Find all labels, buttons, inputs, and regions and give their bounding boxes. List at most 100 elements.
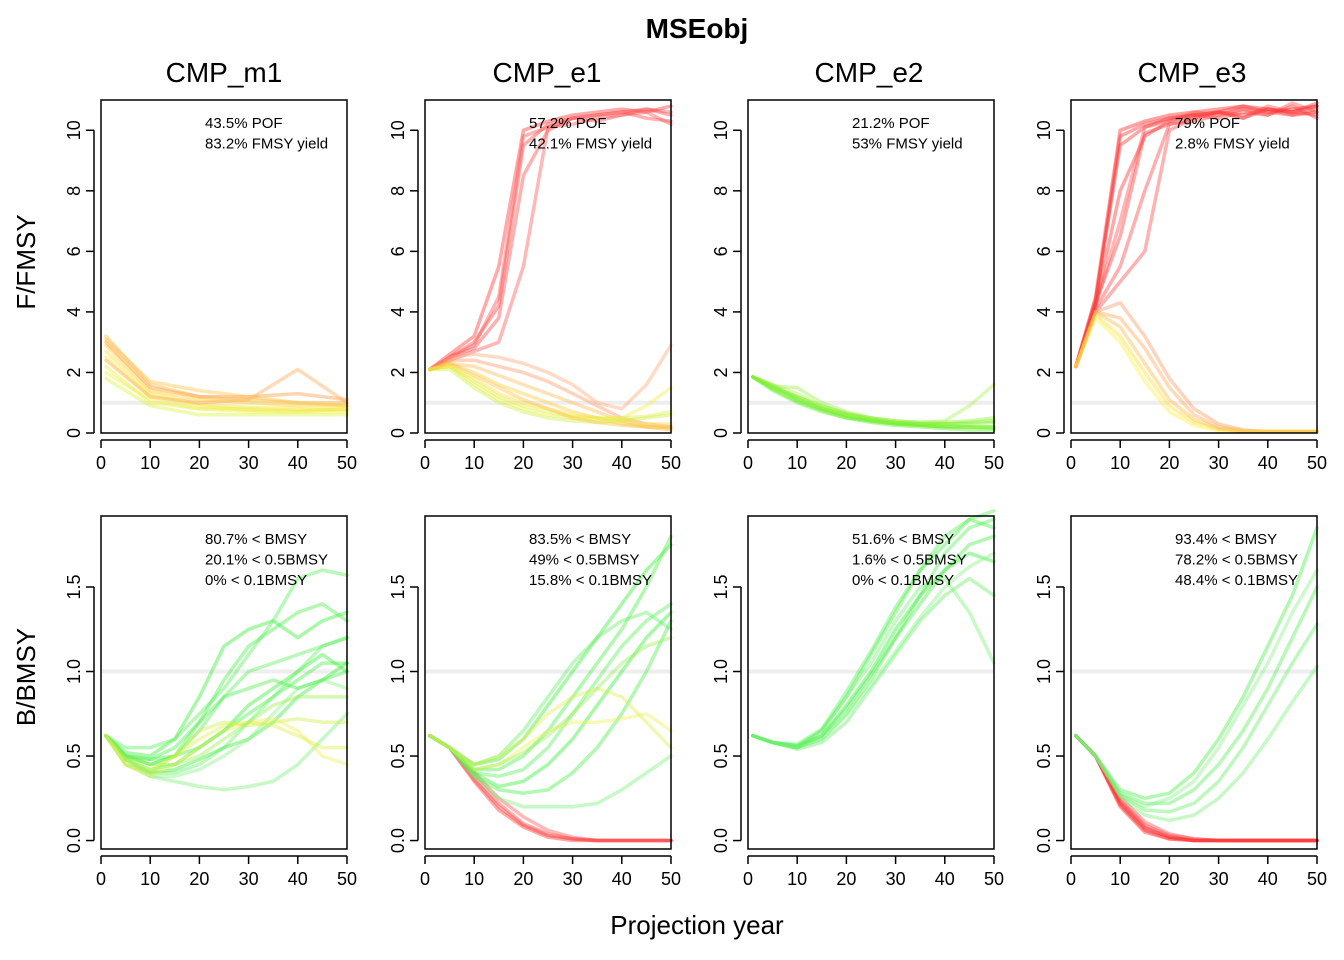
- x-tick-label: 50: [337, 869, 357, 889]
- annotation-text: 2.8% FMSY yield: [1175, 136, 1290, 153]
- y-tick-label: 0.5: [388, 744, 408, 769]
- x-tick-label: 0: [743, 869, 753, 889]
- x-tick-label: 20: [1159, 453, 1179, 473]
- series-line: [751, 517, 996, 750]
- x-tick-label: 50: [661, 869, 681, 889]
- x-tick-label: 30: [563, 869, 583, 889]
- y-tick-label: 0.0: [64, 828, 84, 853]
- y-tick-label: 0: [388, 428, 408, 438]
- x-tick-label: 20: [513, 453, 533, 473]
- plot-frame: [747, 515, 995, 850]
- x-tick-label: 10: [140, 453, 160, 473]
- y-tick-label: 1.5: [388, 574, 408, 599]
- annotation-text: 53% FMSY yield: [852, 136, 963, 153]
- annotation-text: 78.2% < 0.5BMSY: [1175, 552, 1298, 569]
- x-tick-label: 40: [612, 869, 632, 889]
- y-tick-label: 1.0: [711, 659, 731, 684]
- y-tick-label: 4: [388, 307, 408, 317]
- y-tick-label: 0: [1034, 428, 1054, 438]
- y-tick-label: 8: [711, 186, 731, 196]
- series-line: [428, 104, 673, 372]
- annotation-text: 57.2% POF: [529, 115, 607, 132]
- y-tick-label: 0.0: [711, 828, 731, 853]
- annotation-text: 80.7% < BMSY: [205, 531, 307, 548]
- series-line: [1074, 101, 1319, 369]
- series-line: [751, 375, 996, 425]
- y-tick-label: 1.5: [1034, 574, 1054, 599]
- series-line: [751, 576, 996, 752]
- x-tick-label: 30: [563, 453, 583, 473]
- series-line: [428, 602, 673, 779]
- y-tick-label: 6: [1034, 246, 1054, 256]
- x-tick-label: 50: [1307, 869, 1327, 889]
- series-line: [104, 334, 349, 405]
- y-tick-label: 10: [1034, 120, 1054, 140]
- x-tick-label: 40: [288, 869, 308, 889]
- series-line: [1074, 733, 1319, 843]
- x-tick-label: 0: [96, 453, 106, 473]
- series-line: [1074, 310, 1319, 434]
- series-line: [428, 712, 673, 772]
- series-line: [104, 340, 349, 402]
- series-line: [751, 375, 996, 426]
- series-line: [428, 364, 673, 422]
- x-tick-label: 20: [1159, 869, 1179, 889]
- x-tick-label: 40: [935, 453, 955, 473]
- series-line: [1074, 101, 1319, 369]
- panel-f-3: 0 10 20 30 40 50 0 2 4 6 8 10 21.2% POF 53% FMSY yiel…: [711, 99, 1004, 473]
- plot-frame: [747, 99, 995, 434]
- plot-frame: [100, 99, 348, 434]
- series-line: [428, 610, 673, 789]
- y-tick-label: 0.5: [1034, 744, 1054, 769]
- series-line: [1074, 104, 1319, 369]
- plot-frame: [424, 515, 672, 850]
- series-line: [104, 720, 349, 772]
- series-line: [751, 509, 996, 746]
- x-axis-label: Projection year: [610, 910, 784, 940]
- x-tick-label: 40: [935, 869, 955, 889]
- series-line: [1074, 316, 1319, 434]
- x-tick-label: 0: [743, 453, 753, 473]
- series-line: [428, 686, 673, 767]
- x-tick-label: 40: [612, 453, 632, 473]
- x-tick-label: 40: [288, 453, 308, 473]
- x-tick-label: 20: [513, 869, 533, 889]
- series-line: [428, 107, 673, 372]
- series-line: [1074, 107, 1319, 369]
- series-line: [104, 712, 349, 792]
- series-line: [751, 551, 996, 748]
- x-tick-label: 30: [1209, 869, 1229, 889]
- series-line: [428, 364, 673, 420]
- row-label-f-fmsy: F/FMSY: [11, 214, 41, 309]
- annotation-text: 51.6% < BMSY: [852, 531, 954, 548]
- annotation-text: 79% POF: [1175, 115, 1240, 132]
- panel-b-4: 0 10 20 30 40 50 0.0 0.5 1.0 1.5 93.4% < BMSY 78.2%…: [1034, 515, 1327, 889]
- y-tick-label: 0.5: [711, 744, 731, 769]
- series-line: [428, 542, 673, 767]
- series-line: [1074, 526, 1319, 801]
- y-tick-label: 10: [711, 120, 731, 140]
- panel-b-2: 0 10 20 30 40 50 0.0 0.5 1.0 1.5 83.5% < BMSY 49% <…: [388, 515, 681, 889]
- panel-b-3: 0 10 20 30 40 50 0.0 0.5 1.0 1.5 51.6% < BMSY 1.6% …: [711, 509, 1004, 889]
- series-line: [104, 717, 349, 775]
- series-line: [751, 375, 996, 429]
- series-line: [1074, 310, 1319, 434]
- series-line: [104, 568, 349, 750]
- plot-frame: [1070, 515, 1318, 850]
- series-line: [751, 375, 996, 432]
- y-tick-label: 1.0: [1034, 659, 1054, 684]
- x-tick-label: 10: [787, 453, 807, 473]
- y-tick-label: 4: [64, 307, 84, 317]
- annotation-text: 21.2% POF: [852, 115, 930, 132]
- series-line: [104, 652, 349, 772]
- series-line: [751, 517, 996, 750]
- y-tick-label: 1.0: [64, 659, 84, 684]
- y-tick-label: 2: [388, 367, 408, 377]
- y-tick-label: 1.5: [64, 574, 84, 599]
- column-title-3: CMP_e2: [815, 57, 924, 88]
- series-line: [1074, 104, 1319, 369]
- series-line: [428, 110, 673, 372]
- series-line: [751, 375, 996, 425]
- y-tick-label: 10: [388, 120, 408, 140]
